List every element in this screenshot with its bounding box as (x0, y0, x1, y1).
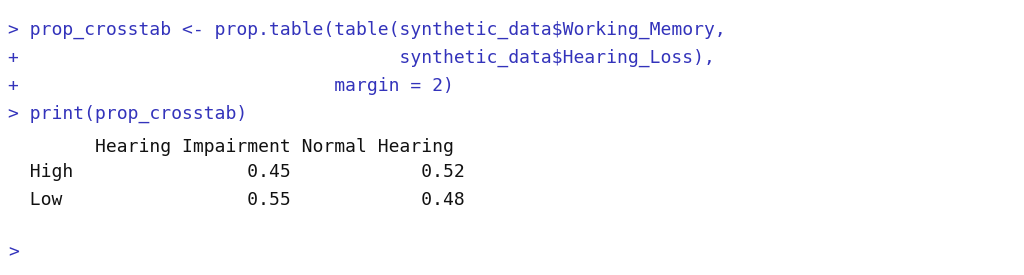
Text: Hearing Impairment Normal Hearing: Hearing Impairment Normal Hearing (8, 138, 454, 156)
Text: Low                 0.55            0.48: Low 0.55 0.48 (8, 191, 465, 209)
Text: +                             margin = 2): + margin = 2) (8, 77, 454, 95)
Text: > print(prop_crosstab): > print(prop_crosstab) (8, 105, 247, 123)
Text: >: > (8, 243, 18, 261)
Text: High                0.45            0.52: High 0.45 0.52 (8, 163, 465, 181)
Text: +                                   synthetic_data$Hearing_Loss),: + synthetic_data$Hearing_Loss), (8, 49, 715, 67)
Text: > prop_crosstab <- prop.table(table(synthetic_data$Working_Memory,: > prop_crosstab <- prop.table(table(synt… (8, 21, 726, 39)
